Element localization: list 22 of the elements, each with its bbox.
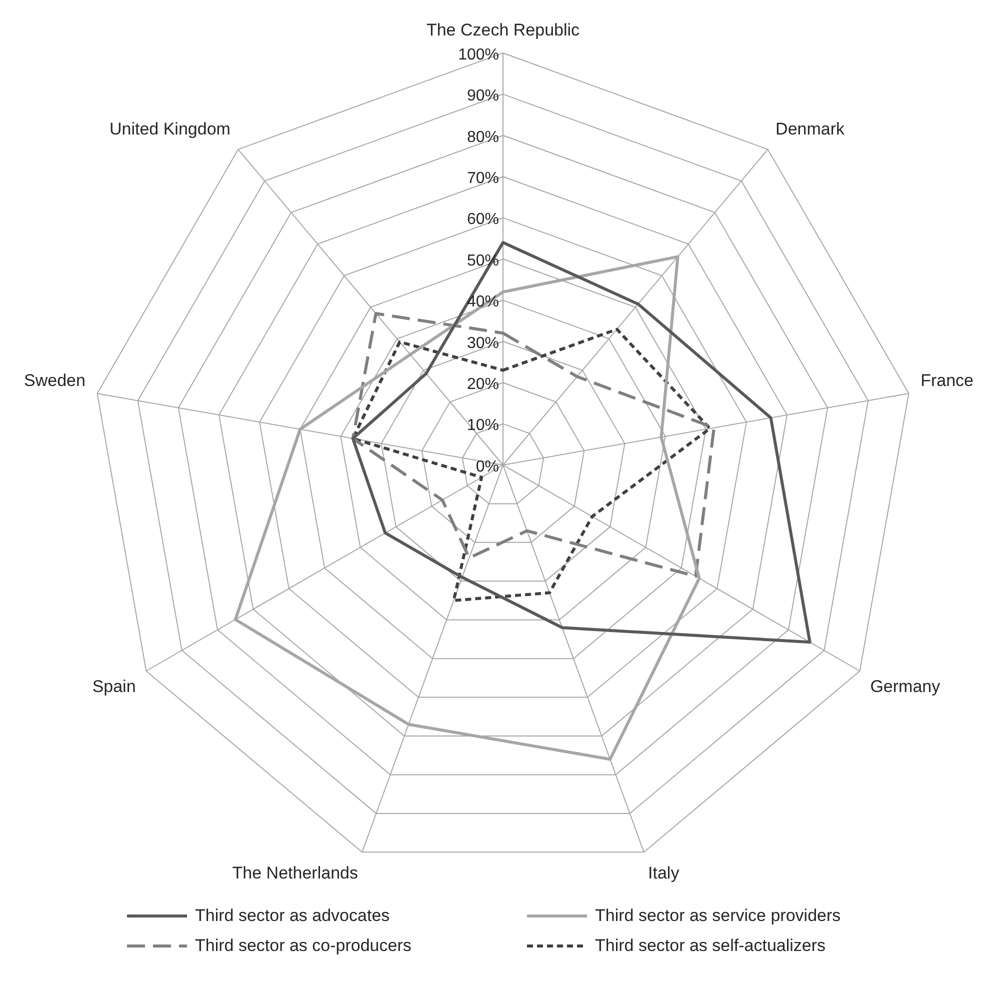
y-tick-label: 100%	[458, 46, 499, 64]
y-tick-label: 0%	[476, 458, 499, 476]
legend-label: Third sector as self-actualizers	[595, 936, 826, 956]
y-tick-label: 30%	[466, 334, 499, 352]
spoke-label: Sweden	[24, 370, 86, 390]
y-tick-label: 20%	[466, 376, 499, 394]
y-tick-label: 10%	[466, 417, 499, 434]
spoke-label: United Kingdom	[109, 120, 230, 139]
legend-label: Third sector as co-producers	[195, 936, 412, 956]
spoke-label: Italy	[648, 863, 680, 882]
spoke-label: Germany	[870, 676, 941, 696]
y-tick-label: 70%	[466, 170, 499, 187]
legend-label: Third sector as service providers	[595, 906, 841, 926]
y-tick-label: 60%	[466, 211, 499, 228]
y-tick-label: 90%	[466, 88, 499, 105]
spoke-label: Denmark	[776, 120, 846, 139]
spoke-label: The Czech Republic	[426, 20, 580, 40]
spoke-label: The Netherlands	[232, 863, 358, 882]
y-tick-label: 80%	[466, 128, 499, 146]
spoke-label: Spain	[92, 676, 136, 696]
spoke-label: France	[920, 370, 974, 390]
legend-label: Third sector as advocates	[195, 906, 390, 926]
